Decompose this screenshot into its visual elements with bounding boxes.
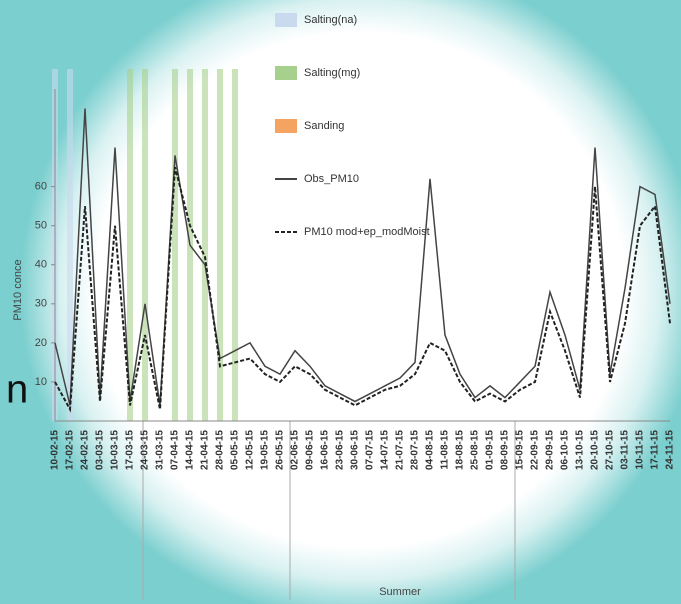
x-tick-label: 16-06-15 xyxy=(320,430,331,470)
x-tick-label: 28-04-15 xyxy=(215,430,226,470)
x-tick-label: 11-08-15 xyxy=(440,430,451,470)
event-band xyxy=(142,69,148,421)
x-tick-label: 06-10-15 xyxy=(560,430,571,470)
x-tick-label: 03-11-15 xyxy=(620,430,631,470)
y-tick-label: 50 xyxy=(35,220,47,232)
x-tick-label: 17-02-15 xyxy=(65,430,76,470)
fragment: n xyxy=(6,368,28,412)
x-tick-label: 27-10-15 xyxy=(605,430,616,470)
x-tick-label: 17-11-15 xyxy=(650,430,661,470)
x-tick-label: 12-05-15 xyxy=(245,430,256,470)
event-band xyxy=(217,69,223,421)
x-tick-label: 10-11-15 xyxy=(635,430,646,470)
x-tick-label: 30-06-15 xyxy=(350,430,361,470)
legend-label: Obs_PM10 xyxy=(304,173,359,185)
event-bands xyxy=(52,69,238,421)
screenshot: n PM10 conce Summer 10 20 30 40 50 60 10-02-15… xyxy=(0,0,681,604)
x-tick-label: 07-07-15 xyxy=(365,430,376,470)
y-axis-label: PM10 conce xyxy=(12,259,24,320)
y-tick-label: 10 xyxy=(35,376,47,388)
x-tick-label: 01-09-15 xyxy=(485,430,496,470)
y-tick-label: 20 xyxy=(35,337,47,349)
x-tick-label: 05-05-15 xyxy=(230,430,241,470)
y-tick-label: 40 xyxy=(35,259,47,271)
x-tick-label: 25-08-15 xyxy=(470,430,481,470)
event-band xyxy=(232,69,238,421)
x-tick-label: 14-07-15 xyxy=(380,430,391,470)
x-tick-label: 20-10-15 xyxy=(590,430,601,470)
x-tick-label: 24-11-15 xyxy=(665,430,676,470)
legend: Salting(na) Salting(mg) Sanding Obs_PM10 PM1… xyxy=(275,13,430,238)
legend-label: Sanding xyxy=(304,120,344,132)
x-tick-label: 15-09-15 xyxy=(515,430,526,470)
x-tick-label: 31-03-15 xyxy=(155,430,166,470)
x-tick-label: 09-06-15 xyxy=(305,430,316,470)
chart: n PM10 conce Summer 10 20 30 40 50 60 10-02-15… xyxy=(0,0,681,604)
y-tick-label: 60 xyxy=(35,181,47,193)
x-tick-label: 02-06-15 xyxy=(290,430,301,470)
x-tick-label: 28-07-15 xyxy=(410,430,421,470)
x-tick-label: 10-03-15 xyxy=(110,430,121,470)
event-band xyxy=(172,69,178,421)
x-tick-label: 18-08-15 xyxy=(455,430,466,470)
x-tick-label: 29-09-15 xyxy=(545,430,556,470)
legend-swatch xyxy=(275,13,297,27)
legend-label: Salting(na) xyxy=(304,14,357,26)
x-tick-label: 14-04-15 xyxy=(185,430,196,470)
x-tick-label: 03-03-15 xyxy=(95,430,106,470)
x-tick-label: 26-05-15 xyxy=(275,430,286,470)
legend-swatch xyxy=(275,119,297,133)
x-tick-label: 08-09-15 xyxy=(500,430,511,470)
x-axis-label: Summer xyxy=(379,586,421,598)
x-tick-label: 21-04-15 xyxy=(200,430,211,470)
x-tick-label: 10-02-15 xyxy=(50,430,61,470)
x-tick-label: 04-08-15 xyxy=(425,430,436,470)
x-tick-label: 24-02-15 xyxy=(80,430,91,470)
y-tick-label: 30 xyxy=(35,298,47,310)
x-tick-label: 22-09-15 xyxy=(530,430,541,470)
x-tick-label: 23-06-15 xyxy=(335,430,346,470)
legend-label: PM10 mod+ep_modMoist xyxy=(304,226,430,238)
legend-label: Salting(mg) xyxy=(304,67,360,79)
x-tick-label: 17-03-15 xyxy=(125,430,136,470)
x-tick-label: 24-03-15 xyxy=(140,430,151,470)
x-tick-label: 13-10-15 xyxy=(575,430,586,470)
x-tick-label: 07-04-15 xyxy=(170,430,181,470)
x-tick-label: 19-05-15 xyxy=(260,430,271,470)
x-tick-label: 21-07-15 xyxy=(395,430,406,470)
event-band xyxy=(202,69,208,421)
legend-swatch xyxy=(275,66,297,80)
